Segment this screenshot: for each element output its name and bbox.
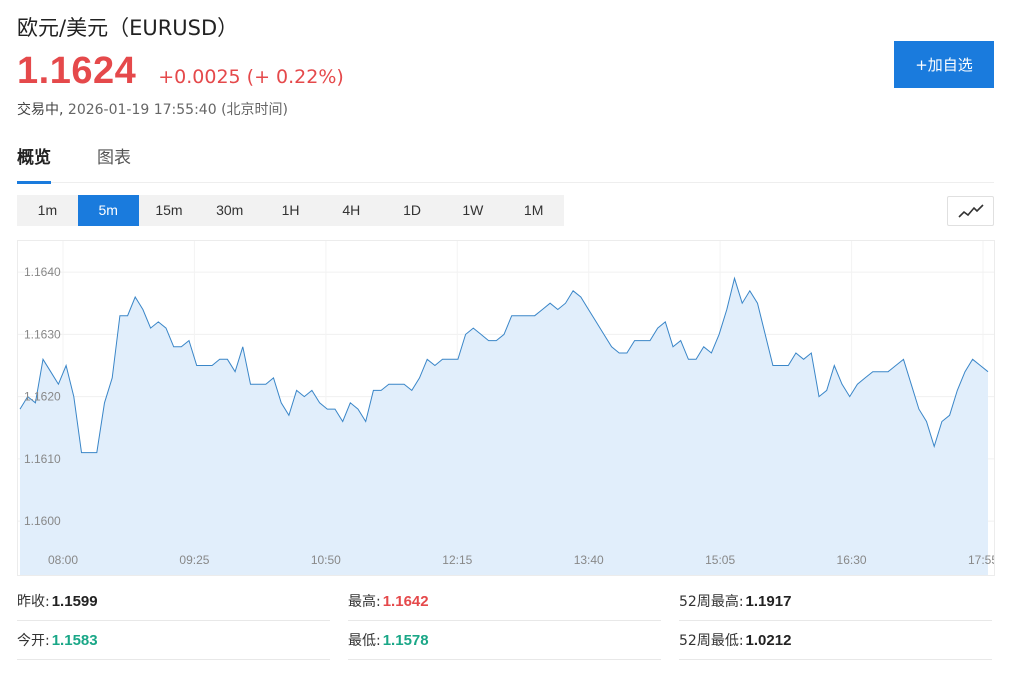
price-change: +0.0025 (+ 0.22%) — [158, 66, 344, 88]
stat-label: 最低: — [348, 633, 381, 649]
add-to-watchlist-button[interactable]: +加自选 — [894, 41, 994, 88]
stat-52w-low: 52周最低: 1.0212 — [679, 624, 992, 660]
x-tick-label: 10:50 — [311, 553, 341, 567]
stat-label: 最高: — [348, 594, 381, 610]
stat-value: 1.1917 — [745, 593, 792, 610]
y-tick-label: 1.1640 — [24, 265, 61, 279]
y-tick-label: 1.1600 — [24, 514, 61, 528]
timestamp: 2026-01-19 17:55:40 — [67, 102, 217, 118]
y-tick-label: 1.1610 — [24, 452, 61, 466]
period-30m[interactable]: 30m — [216, 202, 244, 218]
stat-52w-high: 52周最高: 1.1917 — [679, 585, 992, 621]
period-5m[interactable]: 5m — [77, 195, 139, 226]
page-title: 欧元/美元（EURUSD） — [17, 16, 239, 40]
stat-high: 最高: 1.1642 — [348, 585, 661, 621]
stat-label: 昨收: — [17, 594, 50, 610]
x-tick-label: 15:05 — [705, 553, 735, 567]
x-tick-label: 12:15 — [442, 553, 472, 567]
price-area — [20, 278, 988, 575]
stat-value: 1.1578 — [382, 632, 429, 649]
period-1mo[interactable]: 1M — [523, 202, 544, 218]
period-15m[interactable]: 15m — [155, 202, 183, 218]
stat-prev-close: 昨收: 1.1599 — [17, 585, 330, 621]
stat-value: 1.1599 — [51, 593, 98, 610]
x-tick-label: 09:25 — [179, 553, 209, 567]
price-line — [19, 276, 989, 454]
stat-open: 今开: 1.1583 — [17, 624, 330, 660]
tab-overview[interactable]: 概览 — [17, 146, 51, 184]
stat-label: 今开: — [17, 633, 50, 649]
line-chart-icon — [957, 204, 984, 218]
status-label: 交易中, — [17, 102, 64, 118]
period-1h[interactable]: 1H — [281, 202, 300, 218]
period-4h[interactable]: 4H — [342, 202, 361, 218]
trading-status: 交易中, 2026-01-19 17:55:40 (北京时间) — [17, 99, 288, 119]
timezone-label: (北京时间) — [221, 102, 288, 118]
x-tick-label: 17:55 — [968, 553, 994, 567]
stat-value: 1.1642 — [382, 593, 429, 610]
x-tick-label: 08:00 — [48, 553, 78, 567]
period-selector: 1m 5m 15m 30m 1H 4H 1D 1W 1M — [17, 195, 564, 226]
y-tick-label: 1.1630 — [24, 327, 61, 341]
tab-bar: 概览 图表 — [17, 146, 994, 184]
chart-type-button[interactable] — [947, 196, 994, 226]
stat-value: 1.1583 — [51, 632, 98, 649]
current-price: 1.1624 — [17, 50, 137, 92]
price-chart[interactable]: 1.1640 1.1630 1.1620 1.1610 1.1600 08:00 09:25… — [17, 240, 995, 576]
period-1w[interactable]: 1W — [462, 202, 484, 218]
stat-label: 52周最高: — [679, 594, 744, 610]
tab-chart[interactable]: 图表 — [97, 148, 131, 168]
stat-label: 52周最低: — [679, 633, 744, 649]
x-tick-label: 16:30 — [837, 553, 867, 567]
stat-low: 最低: 1.1578 — [348, 624, 661, 660]
stat-value: 1.0212 — [745, 632, 792, 649]
price-chart-svg: 1.1640 1.1630 1.1620 1.1610 1.1600 08:00 09:25… — [18, 241, 994, 575]
price-row: 1.1624 +0.0025 (+ 0.22%) — [17, 50, 344, 93]
y-tick-label: 1.1620 — [24, 390, 61, 404]
period-1m[interactable]: 1m — [37, 202, 58, 218]
period-1d[interactable]: 1D — [403, 202, 422, 218]
x-tick-label: 13:40 — [574, 553, 604, 567]
